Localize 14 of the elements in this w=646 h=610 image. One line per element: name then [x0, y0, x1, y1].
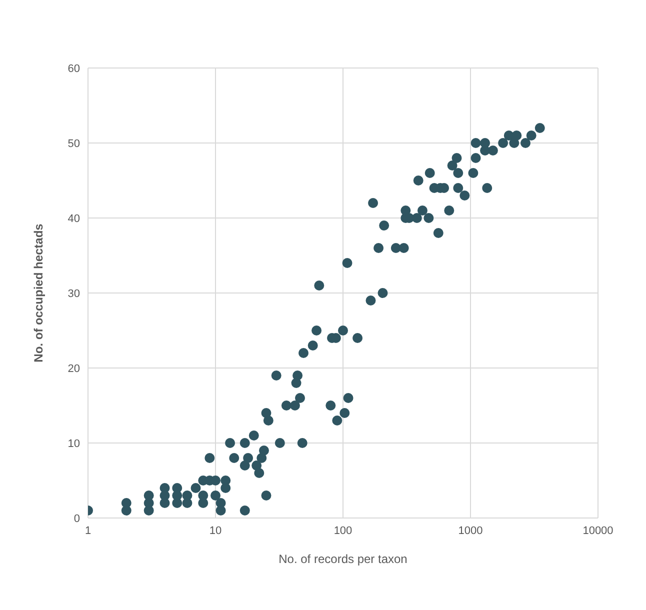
x-tick-label: 10000: [582, 524, 614, 537]
x-axis-title: No. of records per taxon: [278, 552, 408, 566]
y-axis-title: No. of occupied hectads: [31, 223, 46, 362]
x-tick-label: 100: [334, 524, 352, 537]
y-tick-label: 50: [68, 138, 80, 150]
y-tick-label: 60: [68, 62, 80, 75]
y-tick-label: 10: [68, 438, 80, 450]
x-tick-label: 1: [84, 524, 92, 537]
y-tick-label: 40: [68, 212, 80, 225]
y-tick-label: 0: [74, 512, 80, 525]
y-tick-label: 20: [68, 362, 80, 375]
y-tick-label: 30: [68, 288, 80, 300]
x-tick-label: 10: [209, 524, 222, 537]
x-tick-label: 1000: [458, 524, 483, 537]
